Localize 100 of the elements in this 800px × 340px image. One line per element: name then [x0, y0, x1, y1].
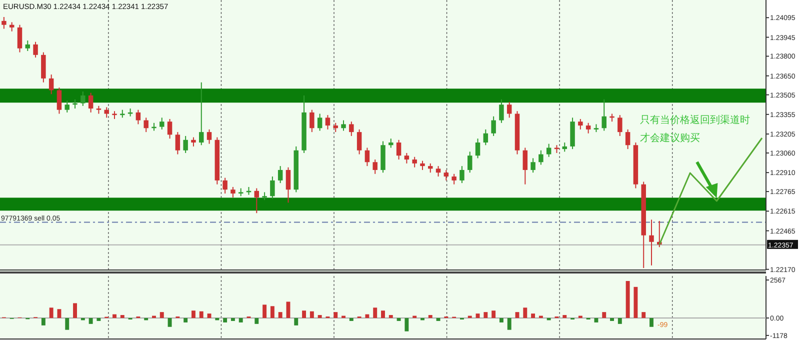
candlestick: [270, 176, 275, 200]
bar: [310, 311, 314, 318]
candlestick: [25, 40, 30, 52]
bar: [49, 308, 54, 318]
bar: [318, 315, 322, 318]
candlestick: [349, 121, 354, 136]
candlestick: [602, 98, 606, 132]
bar: [610, 318, 614, 321]
candlestick: [167, 118, 172, 140]
candlestick: [618, 114, 622, 136]
candlestick: [506, 101, 512, 118]
candlestick: [230, 186, 236, 198]
candlestick: [136, 109, 141, 125]
bar: [523, 308, 528, 318]
candlestick: [562, 142, 567, 152]
bar: [262, 304, 267, 318]
candlestick: [499, 98, 504, 124]
candlestick: [199, 82, 204, 146]
bar: [546, 318, 551, 320]
candlestick: [538, 150, 544, 166]
bar: [65, 318, 70, 330]
bar: [184, 318, 188, 322]
bar: [57, 309, 62, 318]
candlestick: [356, 128, 362, 155]
bar: [207, 314, 212, 318]
bar: [420, 318, 424, 320]
bar: [531, 314, 536, 318]
bar: [294, 318, 298, 326]
bar: [278, 312, 282, 318]
candlestick: [436, 166, 441, 178]
candlestick: [372, 159, 378, 174]
candlestick: [428, 162, 433, 174]
bar: [41, 318, 46, 326]
candlestick: [546, 143, 552, 158]
candlestick: [88, 92, 94, 113]
bar: [428, 315, 432, 318]
candlestick: [183, 135, 188, 154]
candlestick: [404, 152, 410, 164]
bar: [160, 312, 164, 318]
candlestick: [310, 109, 314, 133]
bar: [199, 311, 204, 318]
annotation: 才会建议购买: [640, 132, 700, 144]
bar: [365, 314, 370, 318]
candlestick: [41, 52, 46, 83]
bar: [96, 318, 101, 321]
candlestick: [104, 106, 109, 118]
bar: [270, 306, 274, 318]
candlestick: [254, 188, 260, 214]
candlestick: [530, 158, 536, 174]
bar: [388, 315, 393, 318]
candlestick: [412, 156, 417, 168]
bar: [112, 314, 116, 318]
bar: [650, 318, 654, 327]
candlestick: [625, 128, 630, 150]
bar: [238, 318, 243, 322]
bar: [254, 318, 259, 324]
bar: [120, 315, 124, 318]
candlestick: [80, 91, 86, 106]
candlestick: [452, 173, 456, 185]
bar: [215, 318, 220, 320]
candlestick: [483, 128, 488, 146]
candlestick: [333, 122, 338, 133]
candlestick: [388, 138, 394, 148]
bar: [436, 318, 440, 321]
candlestick: [396, 139, 402, 160]
candlestick: [191, 136, 196, 147]
candlestick: [33, 41, 38, 58]
bar: [492, 310, 496, 318]
bar: [168, 318, 172, 327]
bar: [144, 318, 148, 320]
candlestick: [578, 118, 583, 130]
bar: [302, 310, 306, 318]
bar: [88, 318, 93, 324]
candlestick: [56, 87, 62, 114]
candlestick: [9, 22, 14, 32]
candlestick: [278, 166, 283, 184]
candlestick: [286, 166, 291, 204]
bar: [618, 318, 622, 324]
candlestick: [17, 24, 22, 53]
bar: [476, 314, 480, 318]
bar: [223, 318, 228, 322]
candlestick: [175, 132, 180, 155]
bar: [642, 312, 646, 318]
bar: [507, 318, 512, 330]
bar: [373, 308, 378, 318]
bar: [602, 312, 606, 318]
candlestick: [341, 120, 346, 132]
bar: [562, 315, 567, 318]
candlestick: [2, 16, 6, 30]
bar: [484, 312, 488, 318]
candlestick: [364, 147, 370, 167]
candlestick: [64, 100, 70, 113]
bar: [404, 318, 409, 332]
candlestick: [586, 122, 591, 134]
candlestick: [444, 169, 449, 181]
bar: [626, 280, 630, 318]
bar: [396, 318, 401, 321]
candlestick: [649, 219, 654, 266]
candlestick: [420, 160, 425, 170]
bar: [192, 310, 196, 318]
